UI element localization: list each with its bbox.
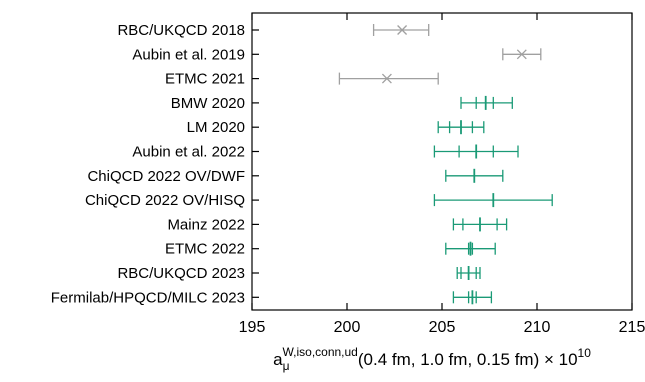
central-marker xyxy=(516,49,527,60)
x-ticks: 195 200 205 210 215 xyxy=(239,13,645,336)
chart-marks xyxy=(252,24,553,305)
data-point xyxy=(437,120,485,135)
x-axis-label-part: μ xyxy=(283,359,290,373)
x-tick-label: 210 xyxy=(524,319,551,336)
x-tick-label: 205 xyxy=(429,319,456,336)
data-point xyxy=(452,217,508,232)
data-point xyxy=(502,48,542,61)
x-axis-label: aμW,iso,conn,ud(0.4 fm, 1.0 fm, 0.15 fm)… xyxy=(273,345,591,373)
data-point xyxy=(445,241,496,256)
data-point xyxy=(452,290,493,305)
x-axis-label-part: a xyxy=(273,350,283,369)
data-point xyxy=(433,144,519,159)
data-point xyxy=(338,72,439,85)
plot-frame xyxy=(251,12,633,311)
x-axis-label-part: (0.4 fm, 1.0 fm, 0.15 fm) × 10 xyxy=(358,350,578,369)
x-tick-label: 215 xyxy=(619,319,645,336)
y-labels: RBC/UKQCD 2018 Aubin et al. 2019 ETMC 2021… xyxy=(51,22,245,306)
data-point xyxy=(456,266,481,280)
y-tick-label: ETMC 2022 xyxy=(165,241,245,258)
data-point xyxy=(433,193,553,208)
y-tick-label: BMW 2020 xyxy=(171,95,245,112)
data-point xyxy=(460,95,513,110)
y-tick-label: RBC/UKQCD 2018 xyxy=(117,22,245,39)
data-point xyxy=(372,24,430,36)
y-tick-label: Mainz 2022 xyxy=(167,216,245,233)
y-tick-label: Fermilab/HPQCD/MILC 2023 xyxy=(51,289,245,306)
y-tick-label: LM 2020 xyxy=(187,119,245,136)
y-tick-label: Aubin et al. 2022 xyxy=(132,144,245,161)
x-tick-label: 200 xyxy=(334,319,361,336)
plot-border xyxy=(251,12,633,311)
x-axis-label-part: W,iso,conn,ud xyxy=(282,345,357,359)
x-axis-label-part: 10 xyxy=(578,346,592,360)
y-tick-label: ChiQCD 2022 OV/DWF xyxy=(87,168,245,185)
y-tick-label: ETMC 2021 xyxy=(165,71,245,88)
y-tick-label: Aubin et al. 2019 xyxy=(132,46,245,63)
y-tick-label: RBC/UKQCD 2023 xyxy=(117,265,245,282)
central-marker xyxy=(397,25,408,35)
y-tick-label: ChiQCD 2022 OV/HISQ xyxy=(85,192,245,209)
central-marker xyxy=(381,73,392,84)
data-point xyxy=(445,168,504,183)
x-tick-label: 195 xyxy=(239,319,266,336)
